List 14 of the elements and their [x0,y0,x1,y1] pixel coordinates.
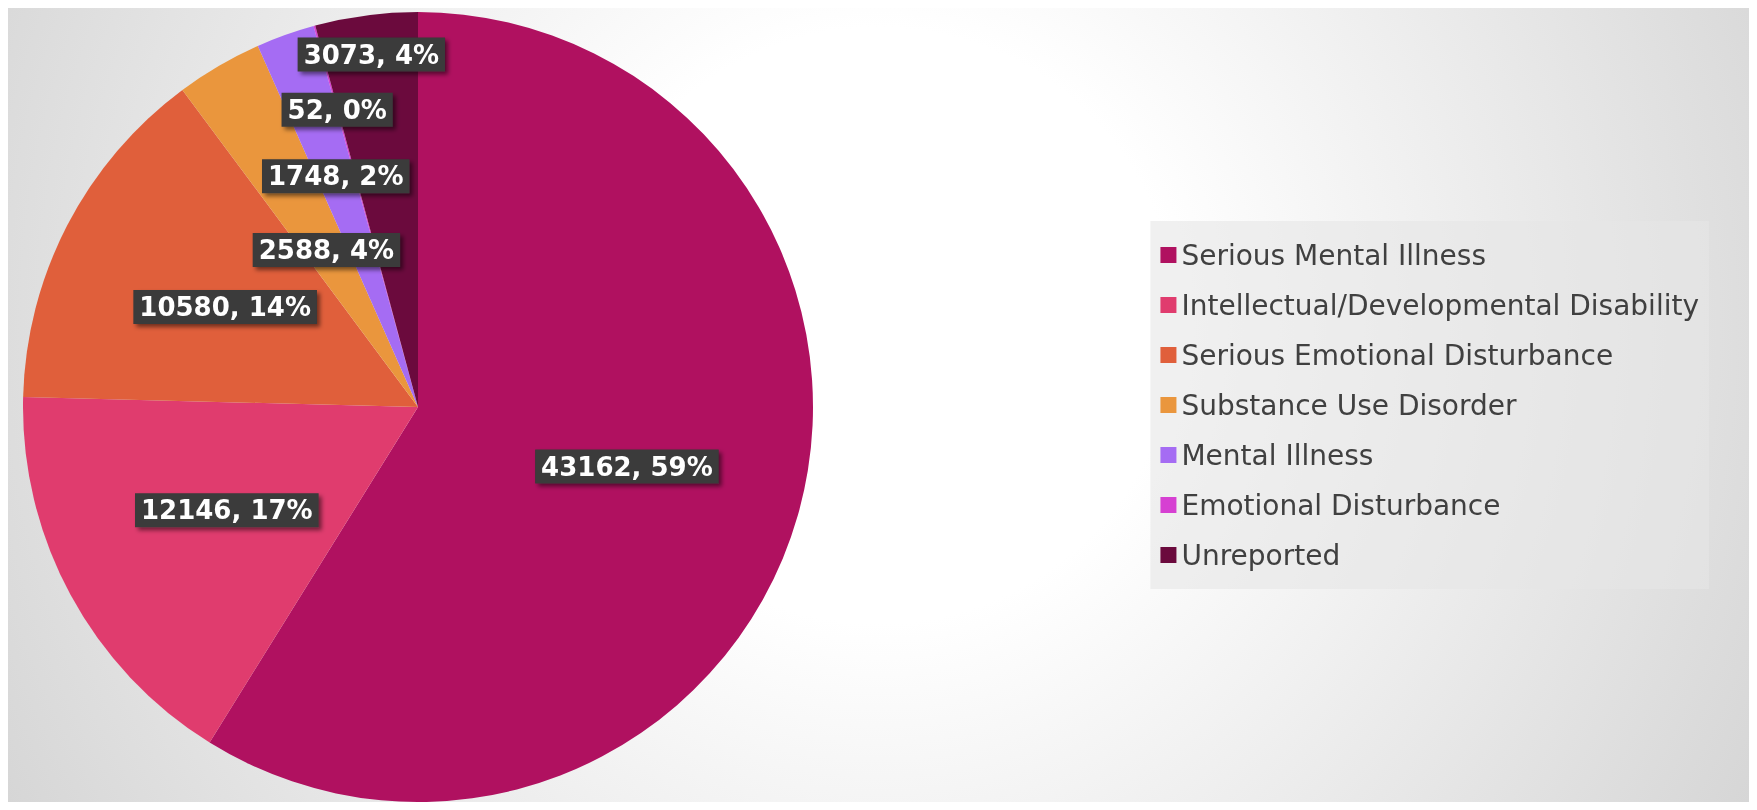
legend-label: Mental Illness [1181,438,1374,472]
legend-label: Intellectual/Developmental Disability [1181,288,1699,322]
legend-label: Serious Mental Illness [1181,238,1487,272]
data-label: 2588, 4% [258,235,395,266]
legend-label: Serious Emotional Disturbance [1181,338,1614,372]
data-label: 43162, 59% [541,451,713,482]
data-label: 1748, 2% [268,161,404,192]
data-label: 12146, 17% [141,495,313,526]
legend-label: Emotional Disturbance [1181,488,1501,522]
legend-label: Unreported [1181,538,1341,572]
data-label: 3073, 4% [303,39,440,70]
data-label: 10580, 14% [139,291,311,322]
legend-label: Substance Use Disorder [1181,388,1518,422]
data-label: 52, 0% [287,94,387,125]
